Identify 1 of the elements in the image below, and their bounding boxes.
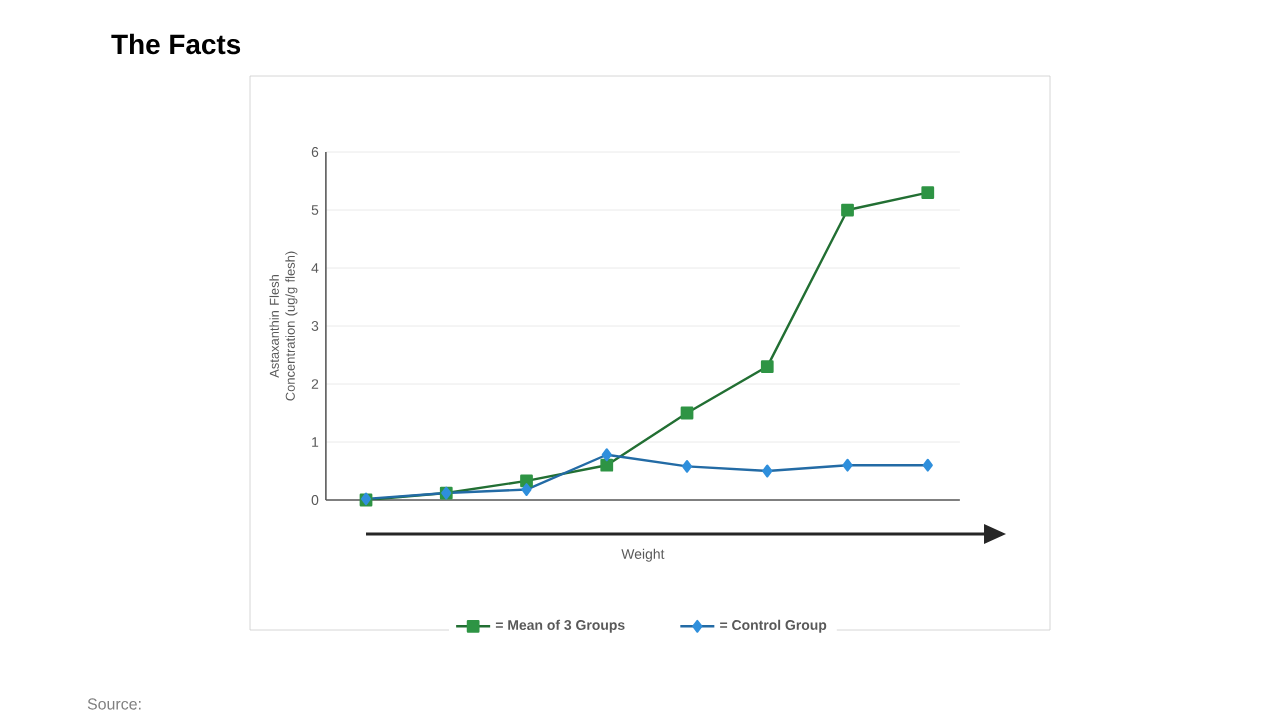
chart-title: The Facts — [111, 33, 241, 55]
